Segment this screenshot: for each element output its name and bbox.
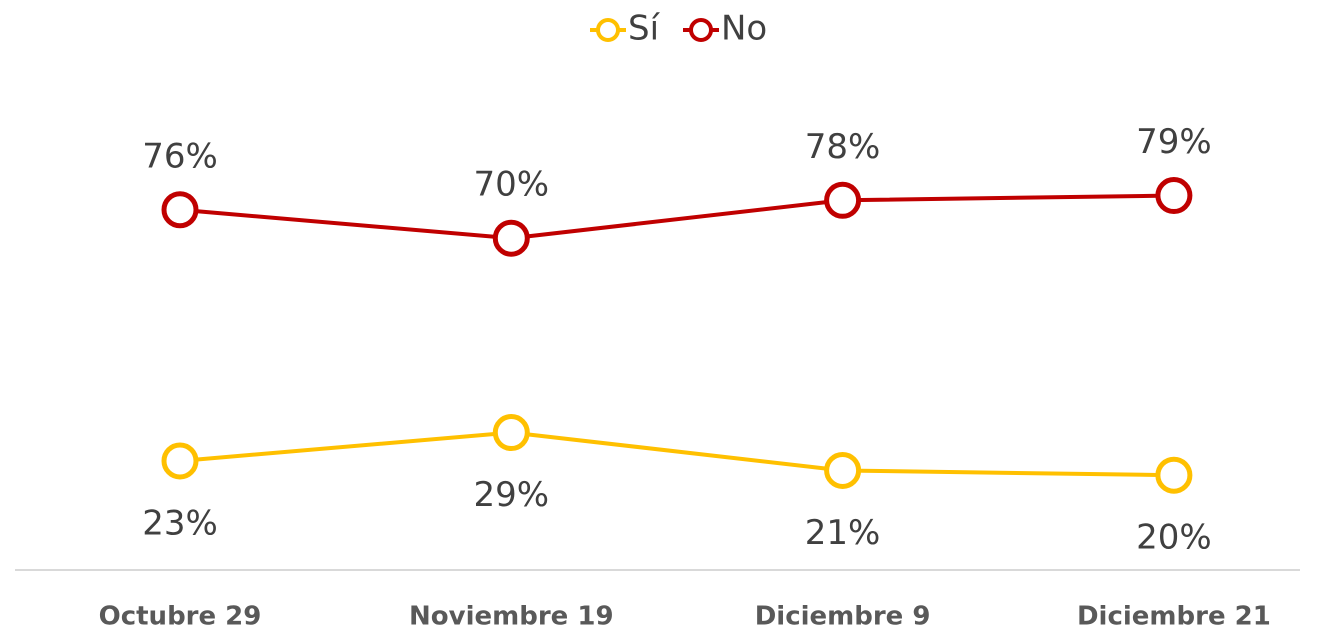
point — [824, 451, 862, 489]
point — [824, 181, 862, 219]
data-label: 79% — [1136, 122, 1212, 162]
data-label: 21% — [805, 513, 881, 553]
point — [1155, 456, 1193, 494]
legend-label: Sí — [628, 9, 661, 49]
point — [492, 219, 530, 257]
x-tick-label: Octubre 29 — [99, 602, 262, 632]
data-label: 23% — [142, 503, 218, 543]
x-tick-label: Noviembre 19 — [409, 602, 614, 632]
point — [161, 442, 199, 480]
x-tick-label: Diciembre 21 — [1077, 602, 1271, 632]
legend-label: No — [721, 9, 767, 49]
point — [1155, 177, 1193, 215]
point — [492, 414, 530, 452]
x-tick-label: Diciembre 9 — [755, 602, 931, 632]
data-label: 78% — [805, 127, 881, 167]
legend-marker — [689, 18, 713, 42]
point — [161, 191, 199, 229]
legend-marker — [596, 18, 620, 42]
data-label: 76% — [142, 136, 218, 176]
series-line — [179, 193, 1174, 241]
data-label: 29% — [474, 475, 550, 515]
data-label: 20% — [1136, 518, 1212, 558]
series-line — [179, 430, 1174, 478]
data-label: 70% — [474, 165, 550, 205]
